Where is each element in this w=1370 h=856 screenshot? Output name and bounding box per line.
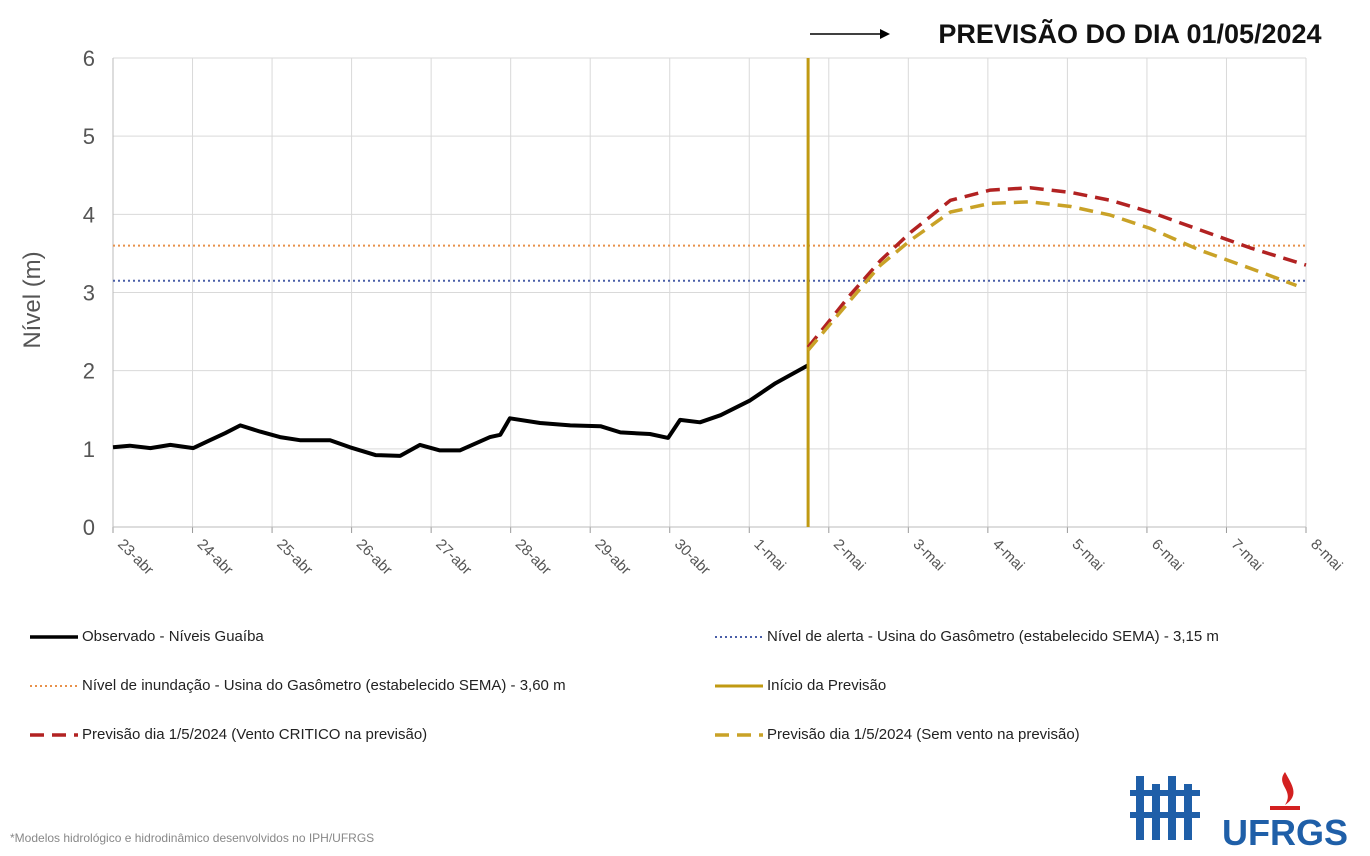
y-tick-label: 4: [83, 202, 95, 227]
legend-label: Início da Previsão: [767, 677, 886, 694]
series-line: [112, 363, 810, 458]
legend-label: Observado - Níveis Guaíba: [82, 628, 264, 645]
y-tick-label: 0: [83, 515, 95, 540]
series-line: [806, 200, 1298, 352]
legend-label: Previsão dia 1/5/2024 (Vento CRITICO na …: [82, 726, 427, 743]
footnote: *Modelos hidrológico e hidrodinâmico des…: [10, 831, 374, 845]
y-axis-label: Nível (m): [19, 251, 46, 348]
title-arrow: [810, 29, 890, 39]
y-tick-label: 5: [83, 124, 95, 149]
ufrgs-flame: [1270, 772, 1300, 810]
y-tick-label: 3: [83, 281, 95, 306]
legend-label: Nível de inundação - Usina do Gasômetro …: [82, 677, 566, 694]
legend-label: Nível de alerta - Usina do Gasômetro (es…: [767, 628, 1219, 645]
y-tick-label: 2: [83, 359, 95, 384]
y-tick-label: 6: [83, 46, 95, 71]
chart-title: PREVISÃO DO DIA 01/05/2024: [938, 18, 1321, 49]
iph-logo: [1130, 776, 1200, 840]
legend-label: Previsão dia 1/5/2024 (Sem vento na prev…: [767, 726, 1080, 743]
logo-text: UFRGS: [1222, 812, 1348, 853]
series-line: [806, 186, 1307, 349]
y-tick-label: 1: [83, 437, 95, 462]
